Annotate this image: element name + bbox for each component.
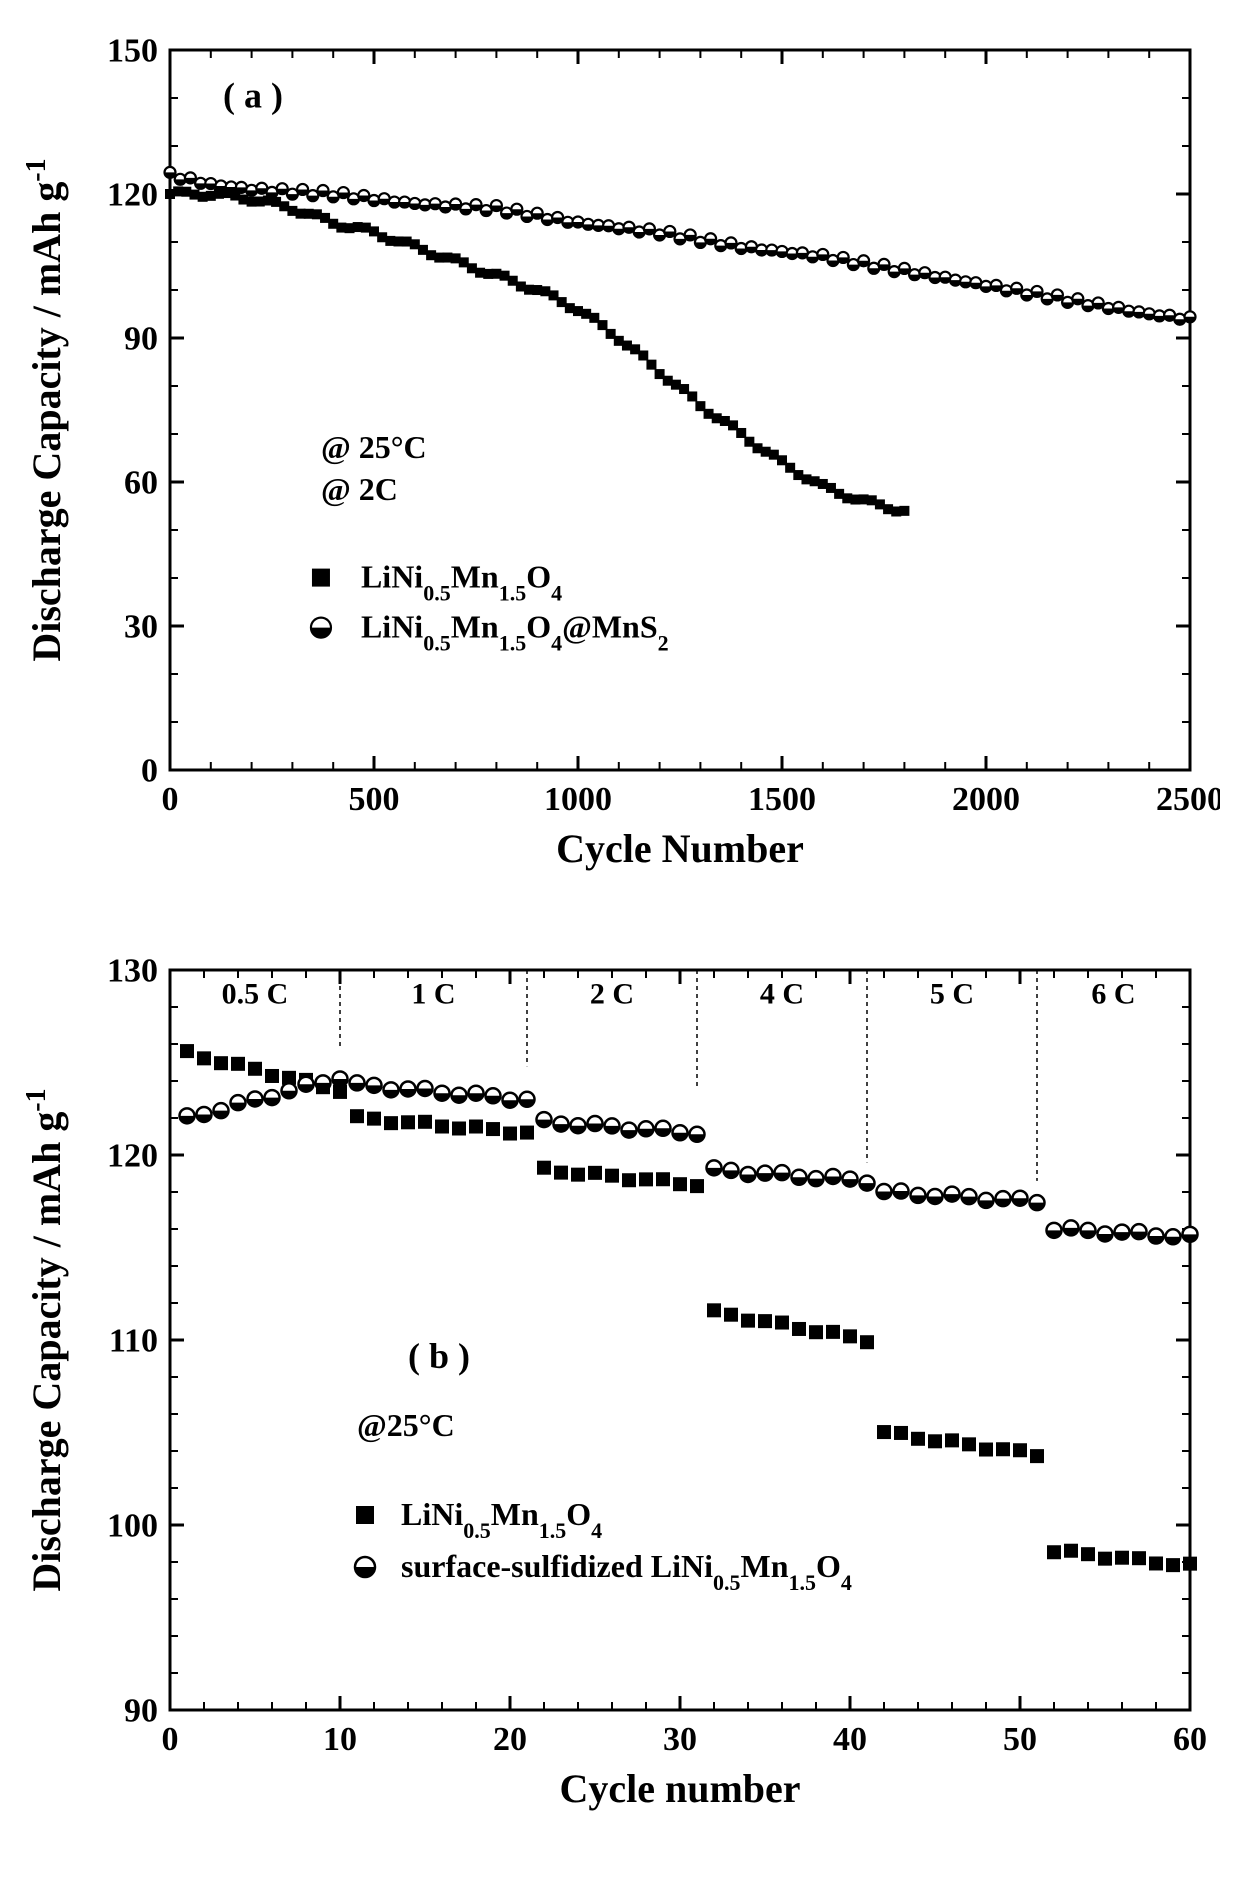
chart-b: 0 10 20 30 40 50 60 90 100 110 120 130 Cycle number D…	[20, 940, 1220, 1820]
svg-text:40: 40	[833, 1721, 867, 1758]
svg-text:0: 0	[162, 781, 179, 818]
svg-text:150: 150	[107, 32, 158, 69]
svg-text:90: 90	[124, 1692, 158, 1729]
svg-text:120: 120	[107, 1137, 158, 1174]
svg-text:0: 0	[162, 1721, 179, 1758]
svg-text:30: 30	[124, 608, 158, 645]
svg-text:@25°C: @25°C	[357, 1407, 455, 1443]
svg-text:LiNi0.5Mn1.5O4: LiNi0.5Mn1.5O4	[361, 559, 562, 606]
svg-text:10: 10	[323, 1721, 357, 1758]
svg-text:500: 500	[349, 781, 400, 818]
svg-text:0.5 C: 0.5 C	[222, 977, 289, 1010]
svg-text:@ 2C: @ 2C	[321, 471, 398, 507]
svg-text:( a ): ( a )	[223, 76, 283, 116]
svg-text:6 C: 6 C	[1091, 977, 1135, 1010]
chart-a: 0 500 1000 1500 2000 2500 0 30 60 90 120 150 Cycle N…	[20, 20, 1220, 880]
svg-text:30: 30	[663, 1721, 697, 1758]
svg-text:110: 110	[109, 1322, 158, 1359]
svg-text:2500: 2500	[1156, 781, 1220, 818]
svg-text:100: 100	[107, 1507, 158, 1544]
svg-text:surface-sulfidized LiNi0.5Mn1.: surface-sulfidized LiNi0.5Mn1.5O4	[401, 1548, 852, 1595]
svg-text:LiNi0.5Mn1.5O4: LiNi0.5Mn1.5O4	[401, 1496, 602, 1543]
svg-text:20: 20	[493, 1721, 527, 1758]
svg-text:2 C: 2 C	[590, 977, 634, 1010]
svg-text:1000: 1000	[544, 781, 612, 818]
svg-text:Cycle Number: Cycle Number	[556, 826, 804, 871]
svg-text:2000: 2000	[952, 781, 1020, 818]
svg-text:5 C: 5 C	[930, 977, 974, 1010]
figure-container: 050010001500200025000306090120150Cycle N…	[20, 20, 1220, 1820]
svg-text:4 C: 4 C	[760, 977, 804, 1010]
svg-text:90: 90	[124, 320, 158, 357]
svg-text:130: 130	[107, 952, 158, 989]
svg-text:60: 60	[124, 464, 158, 501]
svg-text:0: 0	[141, 752, 158, 789]
svg-text:@ 25°C: @ 25°C	[321, 429, 427, 465]
svg-text:Cycle number: Cycle number	[559, 1766, 800, 1811]
svg-text:50: 50	[1003, 1721, 1037, 1758]
svg-text:Discharge Capacity / mAh g-1: Discharge Capacity / mAh g-1	[21, 158, 70, 661]
svg-text:Discharge Capacity / mAh g-1: Discharge Capacity / mAh g-1	[21, 1088, 70, 1591]
svg-text:1 C: 1 C	[411, 977, 455, 1010]
svg-text:120: 120	[107, 176, 158, 213]
svg-text:( b ): ( b )	[408, 1336, 470, 1376]
svg-text:LiNi0.5Mn1.5O4@MnS2: LiNi0.5Mn1.5O4@MnS2	[361, 609, 669, 656]
svg-text:1500: 1500	[748, 781, 816, 818]
svg-text:60: 60	[1173, 1721, 1207, 1758]
